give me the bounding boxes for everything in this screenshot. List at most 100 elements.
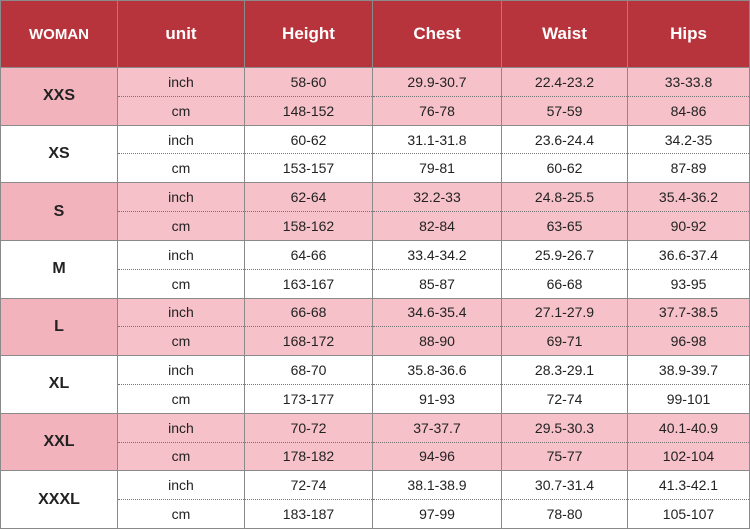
- value-cell: 70-72: [244, 412, 373, 443]
- value-cell: 163-167: [244, 268, 373, 299]
- value-cell: 168-172: [244, 326, 373, 357]
- value-cell: cm: [117, 95, 245, 126]
- value-cell: 102-104: [627, 441, 750, 472]
- size-cell: XXS: [0, 67, 118, 126]
- value-cell: 29.5-30.3: [501, 412, 628, 443]
- value-cell: 29.9-30.7: [372, 67, 502, 97]
- value-cell: 28.3-29.1: [501, 355, 628, 385]
- value-cell: 69-71: [501, 326, 628, 357]
- value-cell: 72-74: [501, 383, 628, 414]
- value-cell: 66-68: [244, 297, 373, 328]
- value-cell: 24.8-25.5: [501, 182, 628, 213]
- value-cell: 68-70: [244, 355, 373, 385]
- size-row: XL inch 68-70 35.8-36.6 28.3-29.1 38.9-39.7: [0, 355, 750, 414]
- value-cell: 91-93: [372, 383, 502, 414]
- value-cell: cm: [117, 326, 245, 357]
- size-row: cm 173-177 91-93 72-74 99-101: [1, 383, 750, 414]
- value-cell: 93-95: [627, 268, 750, 299]
- value-cell: 178-182: [244, 441, 373, 472]
- header-cell: Hips: [627, 0, 750, 68]
- value-cell: 58-60: [244, 67, 373, 97]
- value-cell: inch: [117, 412, 245, 443]
- value-cell: 33.4-34.2: [372, 239, 502, 270]
- value-cell: 31.1-31.8: [372, 124, 502, 155]
- value-cell: 153-157: [244, 153, 373, 184]
- value-cell: cm: [117, 153, 245, 184]
- size-row: cm 148-152 76-78 57-59 84-86: [1, 95, 750, 126]
- value-cell: 32.2-33: [372, 182, 502, 213]
- size-row: cm 168-172 88-90 69-71 96-98: [1, 326, 750, 357]
- size-cell: XL: [0, 355, 118, 414]
- header-cell: Chest: [372, 0, 502, 68]
- value-cell: 76-78: [372, 95, 502, 126]
- value-cell: 37-37.7: [372, 412, 502, 443]
- size-row: cm 158-162 82-84 63-65 90-92: [1, 211, 750, 241]
- value-cell: 148-152: [244, 95, 373, 126]
- value-cell: 94-96: [372, 441, 502, 472]
- size-cell: M: [0, 239, 118, 299]
- value-cell: 36.6-37.4: [627, 239, 750, 270]
- size-row: XXXL inch 72-74 38.1-38.9 30.7-31.4 41.3-42.1: [0, 470, 750, 529]
- size-row: XS inch 60-62 31.1-31.8 23.6-24.4 34.2-35: [0, 124, 750, 184]
- value-cell: 90-92: [627, 211, 750, 241]
- size-row: XXS inch 58-60 29.9-30.7 22.4-23.2 33-33.8: [0, 67, 750, 126]
- value-cell: 97-99: [372, 499, 502, 529]
- value-cell: 35.4-36.2: [627, 182, 750, 213]
- value-cell: inch: [117, 297, 245, 328]
- value-cell: inch: [117, 124, 245, 155]
- value-cell: 62-64: [244, 182, 373, 213]
- value-cell: 78-80: [501, 499, 628, 529]
- size-cell: S: [0, 182, 118, 241]
- value-cell: 38.1-38.9: [372, 470, 502, 501]
- value-cell: 173-177: [244, 383, 373, 414]
- value-cell: 66-68: [501, 268, 628, 299]
- value-cell: 23.6-24.4: [501, 124, 628, 155]
- size-row: XXL inch 70-72 37-37.7 29.5-30.3 40.1-40.9: [0, 412, 750, 472]
- value-cell: 79-81: [372, 153, 502, 184]
- value-cell: 41.3-42.1: [627, 470, 750, 501]
- value-cell: 25.9-26.7: [501, 239, 628, 270]
- value-cell: inch: [117, 182, 245, 213]
- size-cell: XXXL: [0, 470, 118, 529]
- value-cell: cm: [117, 383, 245, 414]
- value-cell: 60-62: [501, 153, 628, 184]
- size-row: cm 153-157 79-81 60-62 87-89: [1, 153, 750, 184]
- value-cell: 38.9-39.7: [627, 355, 750, 385]
- header-cell: Height: [244, 0, 373, 68]
- value-cell: 183-187: [244, 499, 373, 529]
- value-cell: 22.4-23.2: [501, 67, 628, 97]
- value-cell: inch: [117, 67, 245, 97]
- value-cell: 63-65: [501, 211, 628, 241]
- value-cell: 30.7-31.4: [501, 470, 628, 501]
- header-cell: unit: [117, 0, 245, 68]
- value-cell: 105-107: [627, 499, 750, 529]
- size-row: cm 163-167 85-87 66-68 93-95: [1, 268, 750, 299]
- value-cell: 96-98: [627, 326, 750, 357]
- value-cell: cm: [117, 268, 245, 299]
- value-cell: 87-89: [627, 153, 750, 184]
- value-cell: inch: [117, 239, 245, 270]
- value-cell: 158-162: [244, 211, 373, 241]
- value-cell: cm: [117, 441, 245, 472]
- value-cell: 33-33.8: [627, 67, 750, 97]
- value-cell: 34.6-35.4: [372, 297, 502, 328]
- value-cell: 72-74: [244, 470, 373, 501]
- size-cell: XS: [0, 124, 118, 184]
- value-cell: cm: [117, 211, 245, 241]
- value-cell: cm: [117, 499, 245, 529]
- size-row: cm 183-187 97-99 78-80 105-107: [1, 499, 750, 529]
- value-cell: 60-62: [244, 124, 373, 155]
- value-cell: 99-101: [627, 383, 750, 414]
- size-row: cm 178-182 94-96 75-77 102-104: [1, 441, 750, 472]
- value-cell: 40.1-40.9: [627, 412, 750, 443]
- value-cell: 85-87: [372, 268, 502, 299]
- size-cell: XXL: [0, 412, 118, 472]
- value-cell: 37.7-38.5: [627, 297, 750, 328]
- value-cell: 35.8-36.6: [372, 355, 502, 385]
- header-cell: Waist: [501, 0, 628, 68]
- value-cell: 27.1-27.9: [501, 297, 628, 328]
